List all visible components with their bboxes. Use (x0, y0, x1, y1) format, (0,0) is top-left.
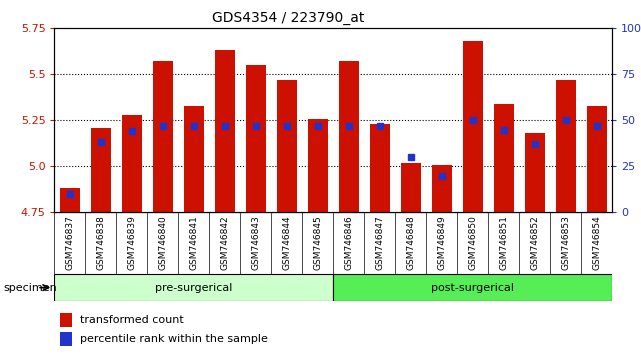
Bar (370, 124, 390, 212)
Bar (277, 80, 297, 212)
Bar (184, 105, 204, 212)
Bar (431, 165, 452, 212)
Text: GSM746852: GSM746852 (530, 216, 539, 270)
Text: GSM746854: GSM746854 (592, 216, 601, 270)
Bar (91, 128, 111, 212)
Text: GSM746846: GSM746846 (344, 216, 353, 270)
Text: GSM746842: GSM746842 (221, 216, 229, 270)
Bar (215, 50, 235, 212)
Text: GSM746849: GSM746849 (437, 216, 446, 270)
Bar (153, 62, 173, 212)
Text: GSM746843: GSM746843 (251, 216, 260, 270)
Bar (401, 163, 421, 212)
Text: GSM746837: GSM746837 (65, 216, 74, 270)
Text: GSM746845: GSM746845 (313, 216, 322, 270)
Bar (60, 188, 80, 212)
Bar (556, 80, 576, 212)
Text: GSM746841: GSM746841 (189, 216, 199, 270)
Bar (60, 313, 72, 326)
Text: pre-surgerical: pre-surgerical (155, 282, 233, 293)
Text: GSM746838: GSM746838 (96, 216, 106, 270)
Bar (54, 274, 333, 301)
Text: GSM746840: GSM746840 (158, 216, 167, 270)
Text: post-surgerical: post-surgerical (431, 282, 514, 293)
Text: percentile rank within the sample: percentile rank within the sample (79, 334, 267, 344)
Bar (338, 62, 359, 212)
Bar (122, 115, 142, 212)
Text: GSM746844: GSM746844 (282, 216, 292, 270)
Bar (308, 119, 328, 212)
Text: specimen: specimen (3, 282, 57, 293)
Bar (494, 104, 514, 212)
Bar (60, 332, 72, 346)
Text: GSM746853: GSM746853 (561, 216, 570, 270)
Text: GSM746851: GSM746851 (499, 216, 508, 270)
Bar (587, 105, 607, 212)
Text: GSM746848: GSM746848 (406, 216, 415, 270)
Bar (524, 133, 545, 212)
Text: transformed count: transformed count (79, 315, 183, 325)
Text: GSM746847: GSM746847 (375, 216, 385, 270)
Text: GSM746839: GSM746839 (128, 216, 137, 270)
Bar (333, 274, 612, 301)
Bar (246, 65, 266, 212)
Text: GDS4354 / 223790_at: GDS4354 / 223790_at (212, 11, 365, 25)
Bar (463, 41, 483, 212)
Text: GSM746850: GSM746850 (468, 216, 478, 270)
